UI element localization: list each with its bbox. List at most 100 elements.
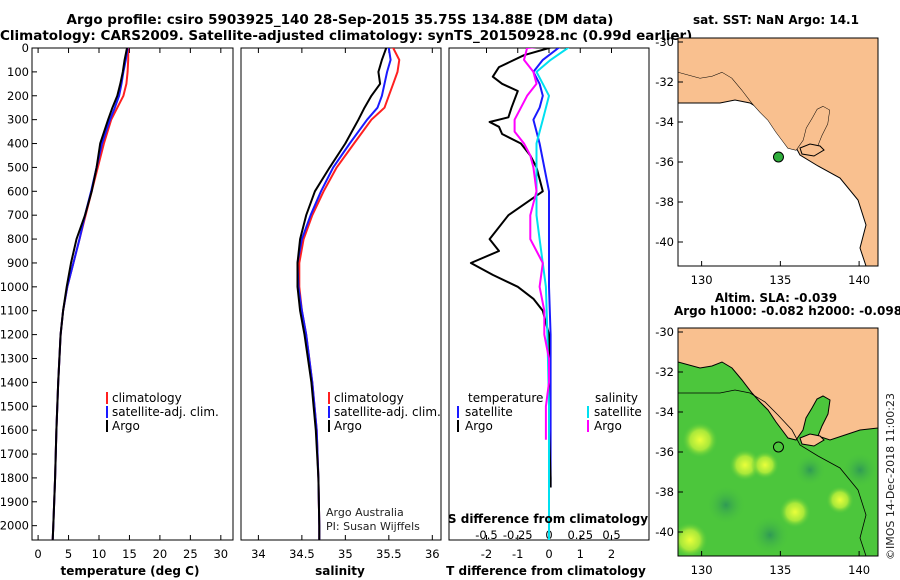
temperature-tick-label: 25	[183, 547, 198, 561]
imos-credit: ©IMOS 14-Dec-2018 11:00:23	[884, 393, 897, 560]
temperature-difference-xlabel: T difference from climatology	[446, 564, 646, 578]
argo-float-marker	[772, 441, 784, 453]
salinity-xlabel: salinity	[315, 564, 365, 578]
temperature-difference-tick-label: -1	[512, 547, 523, 561]
temperature-difference-tick-label: 2	[608, 547, 615, 561]
depth-tick-label: 100	[7, 65, 29, 79]
figure-title-line1: Argo profile: csiro 5903925_140 28-Sep-2…	[66, 12, 614, 28]
salinity-tick-label: 34	[251, 547, 266, 561]
depth-tick-label: 1100	[0, 304, 29, 318]
depth-tick-label: 1000	[0, 280, 29, 294]
depth-tick-label: 200	[7, 89, 29, 103]
latitude-tick-label: -32	[655, 75, 674, 89]
coastal-land-fill	[678, 328, 878, 441]
legend-label-satellite: satellite-adj. clim.	[112, 405, 219, 419]
latitude-tick-label: -34	[655, 115, 674, 129]
depth-tick-label: 900	[7, 256, 29, 270]
latitude-tick-label: -30	[655, 35, 674, 49]
depth-tick-label: 0	[22, 41, 29, 55]
salinity-difference-tick-label: -0.25	[503, 528, 533, 542]
temperature-difference-tick-label: 1	[577, 547, 584, 561]
depth-tick-label: 500	[7, 160, 29, 174]
latitude-tick-label: -30	[655, 325, 674, 339]
depth-tick-label: 1800	[0, 471, 29, 485]
temperature-tick-label: 0	[34, 547, 41, 561]
latitude-tick-label: -34	[655, 405, 674, 419]
salinity-difference-tick-label: 0.5	[602, 528, 620, 542]
salinity-axes-frame	[240, 47, 442, 541]
temperature-difference-tick-label: -2	[481, 547, 492, 561]
temperature-tick-label: 10	[92, 547, 107, 561]
salinity-tick-label: 36	[425, 547, 440, 561]
depth-tick-label: 1700	[0, 447, 29, 461]
legend-label-climatology: climatology	[334, 391, 404, 405]
temperature-tick-label: 20	[153, 547, 168, 561]
depth-tick-label: 1500	[0, 399, 29, 413]
temperature-xlabel: temperature (deg C)	[61, 564, 200, 578]
temperature-difference-x-axis: -2 -1 0 1 2	[481, 48, 615, 561]
sla-anomaly-spot	[682, 422, 718, 458]
longitude-tick-label: 130	[691, 273, 713, 287]
depth-tick-label: 1300	[0, 351, 29, 365]
salinity-difference-xlabel: S difference from climatology	[448, 512, 648, 526]
sst-map-axes: 130 135 140 -30 -32 -34 -36 -38 -40	[655, 35, 870, 287]
sla-anomaly-spot	[794, 454, 826, 486]
difference-lines	[469, 48, 570, 540]
depth-tick-label: 800	[7, 232, 29, 246]
salinity-legend: climatology satellite-adj. clim. Argo	[328, 391, 441, 433]
longitude-tick-label: 135	[769, 273, 791, 287]
sla-anomaly-spot	[729, 449, 761, 481]
temperature-axes-frame	[31, 47, 234, 541]
legend-title-temperature: temperature	[468, 391, 543, 405]
sla-anomaly-spot	[750, 515, 790, 555]
sla-anomaly-spot	[779, 496, 811, 528]
kangaroo-island	[799, 143, 825, 157]
depth-axis: 0 100 200 300 400 500 600 700 800 900 1000 1100 1200…	[0, 41, 37, 533]
depth-tick-label: 2000	[0, 519, 29, 533]
latitude-tick-label: -38	[655, 485, 674, 499]
sla-map: Altim. SLA: -0.039 Argo h1000: -0.082 h2…	[655, 291, 900, 577]
salinity-difference-tick-label: -0.5	[475, 528, 497, 542]
bathymetry-contour	[678, 389, 867, 556]
salinity-panel: 34 34.5 35 35.5 36 climatology satellite-adj…	[240, 47, 442, 578]
latitude-tick-label: -32	[655, 365, 674, 379]
coastal-land-fill	[678, 38, 878, 150]
latitude-tick-label: -36	[655, 155, 674, 169]
temperature-lines	[51, 48, 130, 540]
legend-label-argo: Argo	[112, 419, 140, 433]
salinity-lines	[296, 48, 401, 540]
longitude-tick-label: 130	[691, 563, 713, 577]
sla-anomaly-spot	[842, 452, 878, 488]
argo-float-marker	[772, 151, 784, 163]
temperature-tick-label: 15	[122, 547, 137, 561]
kangaroo-island	[799, 433, 825, 447]
salinity-difference-x-axis: -0.5 -0.25 0 0.25 0.5	[475, 528, 620, 542]
temperature-panel: 0100200300400500600700800900100011001200…	[0, 41, 234, 578]
salinity-x-axis: 34 34.5 35 35.5 36	[251, 48, 440, 561]
longitude-tick-label: 140	[848, 273, 870, 287]
depth-tick-label: 1600	[0, 423, 29, 437]
legend-label-temp-argo: Argo	[465, 419, 493, 433]
sla-anomaly-spot	[706, 485, 746, 525]
series-line-argo	[296, 48, 388, 540]
difference-panel: -2 -1 0 1 2 -0.5 -0.25 0 0.25 0.5 temperature sa…	[446, 47, 650, 578]
legend-label-temp-satellite: satellite	[465, 405, 513, 419]
salinity-difference-tick-label: 0.25	[567, 528, 593, 542]
sst-map-frame	[677, 37, 879, 267]
depth-tick-label: 1400	[0, 375, 29, 389]
series-line-temperature-satellite	[532, 48, 561, 488]
depth-tick-label: 1900	[0, 495, 29, 509]
sla-map-frame	[677, 327, 879, 557]
depth-tick-label: 700	[7, 208, 29, 222]
longitude-tick-label: 135	[769, 563, 791, 577]
credit-argo-australia: Argo Australia	[326, 506, 404, 519]
salinity-tick-label: 34.5	[289, 547, 315, 561]
figure-title-line2: Climatology: CARS2009. Satellite-adjuste…	[0, 28, 693, 44]
latitude-tick-label: -36	[655, 445, 674, 459]
latitude-tick-label: -40	[655, 525, 674, 539]
salinity-tick-label: 35	[338, 547, 353, 561]
sla-map-title-line2: Argo h1000: -0.082 h2000: -0.098	[674, 304, 900, 318]
sla-anomaly-spot	[826, 486, 854, 514]
latitude-tick-label: -40	[655, 235, 674, 249]
salinity-tick-label: 35.5	[376, 547, 402, 561]
